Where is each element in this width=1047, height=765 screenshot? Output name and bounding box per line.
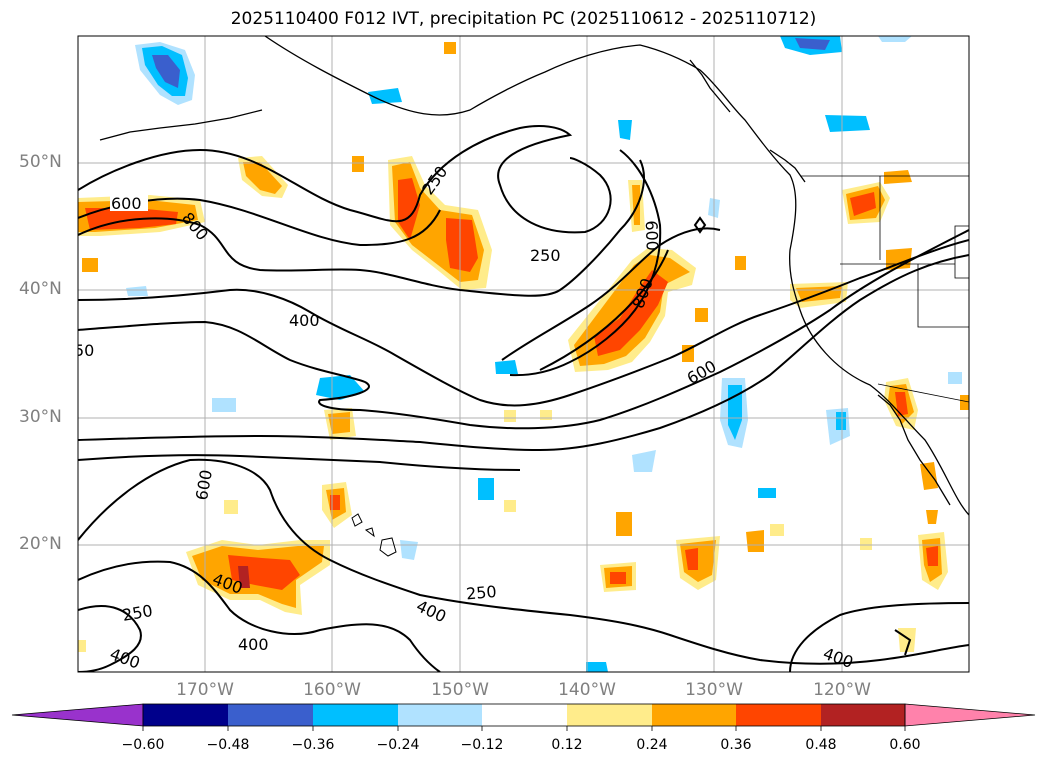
colorbar-segment <box>567 704 652 726</box>
contour-label: 250 <box>465 582 497 604</box>
positive-precip-areas <box>78 42 969 652</box>
map-frame <box>77 35 970 673</box>
colorbar-segment <box>821 704 905 726</box>
lat-label-40n: 40°N <box>19 279 62 299</box>
contour-label: 600 <box>111 194 142 213</box>
lat-label-20n: 20°N <box>19 534 62 554</box>
colorbar-segment <box>652 704 736 726</box>
lat-label-50n: 50°N <box>19 152 62 172</box>
colorbar-segment <box>736 704 821 726</box>
colorbar-tick-label: 0.12 <box>551 737 583 753</box>
colorbar-tick-label: −0.24 <box>376 737 420 753</box>
colorbar-tick-label: −0.12 <box>460 737 504 753</box>
colorbar-tick-label: −0.36 <box>291 737 335 753</box>
lon-label-130w: 130°W <box>685 680 743 700</box>
colorbar-segment <box>228 704 313 726</box>
colorbar-tick-label: −0.60 <box>121 737 165 753</box>
colorbar-segment <box>482 704 567 726</box>
lon-label-150w: 150°W <box>431 680 489 700</box>
lat-label-30n: 30°N <box>19 407 62 427</box>
contour-label: 50 <box>74 341 94 360</box>
colorbar-segment <box>143 704 228 726</box>
colorbar-segment <box>398 704 482 726</box>
colorbar-tick-label: 0.60 <box>889 737 921 753</box>
lon-label-170w: 170°W <box>176 680 234 700</box>
colorbar-low-extension <box>11 703 144 727</box>
colorbar-tick-label: 0.36 <box>720 737 752 753</box>
lon-label-140w: 140°W <box>558 680 616 700</box>
colorbar-tick-label: 0.48 <box>805 737 837 753</box>
contour-label: 600 <box>642 220 662 251</box>
colorbar-segment <box>313 704 398 726</box>
lon-label-160w: 160°W <box>303 680 361 700</box>
colorbar-high-extension <box>904 703 1036 727</box>
map-title: 2025110400 F012 IVT, precipitation PC (2… <box>230 9 817 29</box>
hawaii-islands <box>351 513 397 557</box>
contour-label: 400 <box>238 635 269 654</box>
colorbar <box>11 703 1036 731</box>
colorbar-tick-label: 0.24 <box>636 737 668 753</box>
negative-precip-areas <box>126 36 962 672</box>
lon-label-120w: 120°W <box>813 680 871 700</box>
contour-label: 400 <box>289 311 320 330</box>
colorbar-tick-label: −0.48 <box>206 737 250 753</box>
contour-label: 250 <box>530 246 561 265</box>
coastlines <box>99 36 969 516</box>
